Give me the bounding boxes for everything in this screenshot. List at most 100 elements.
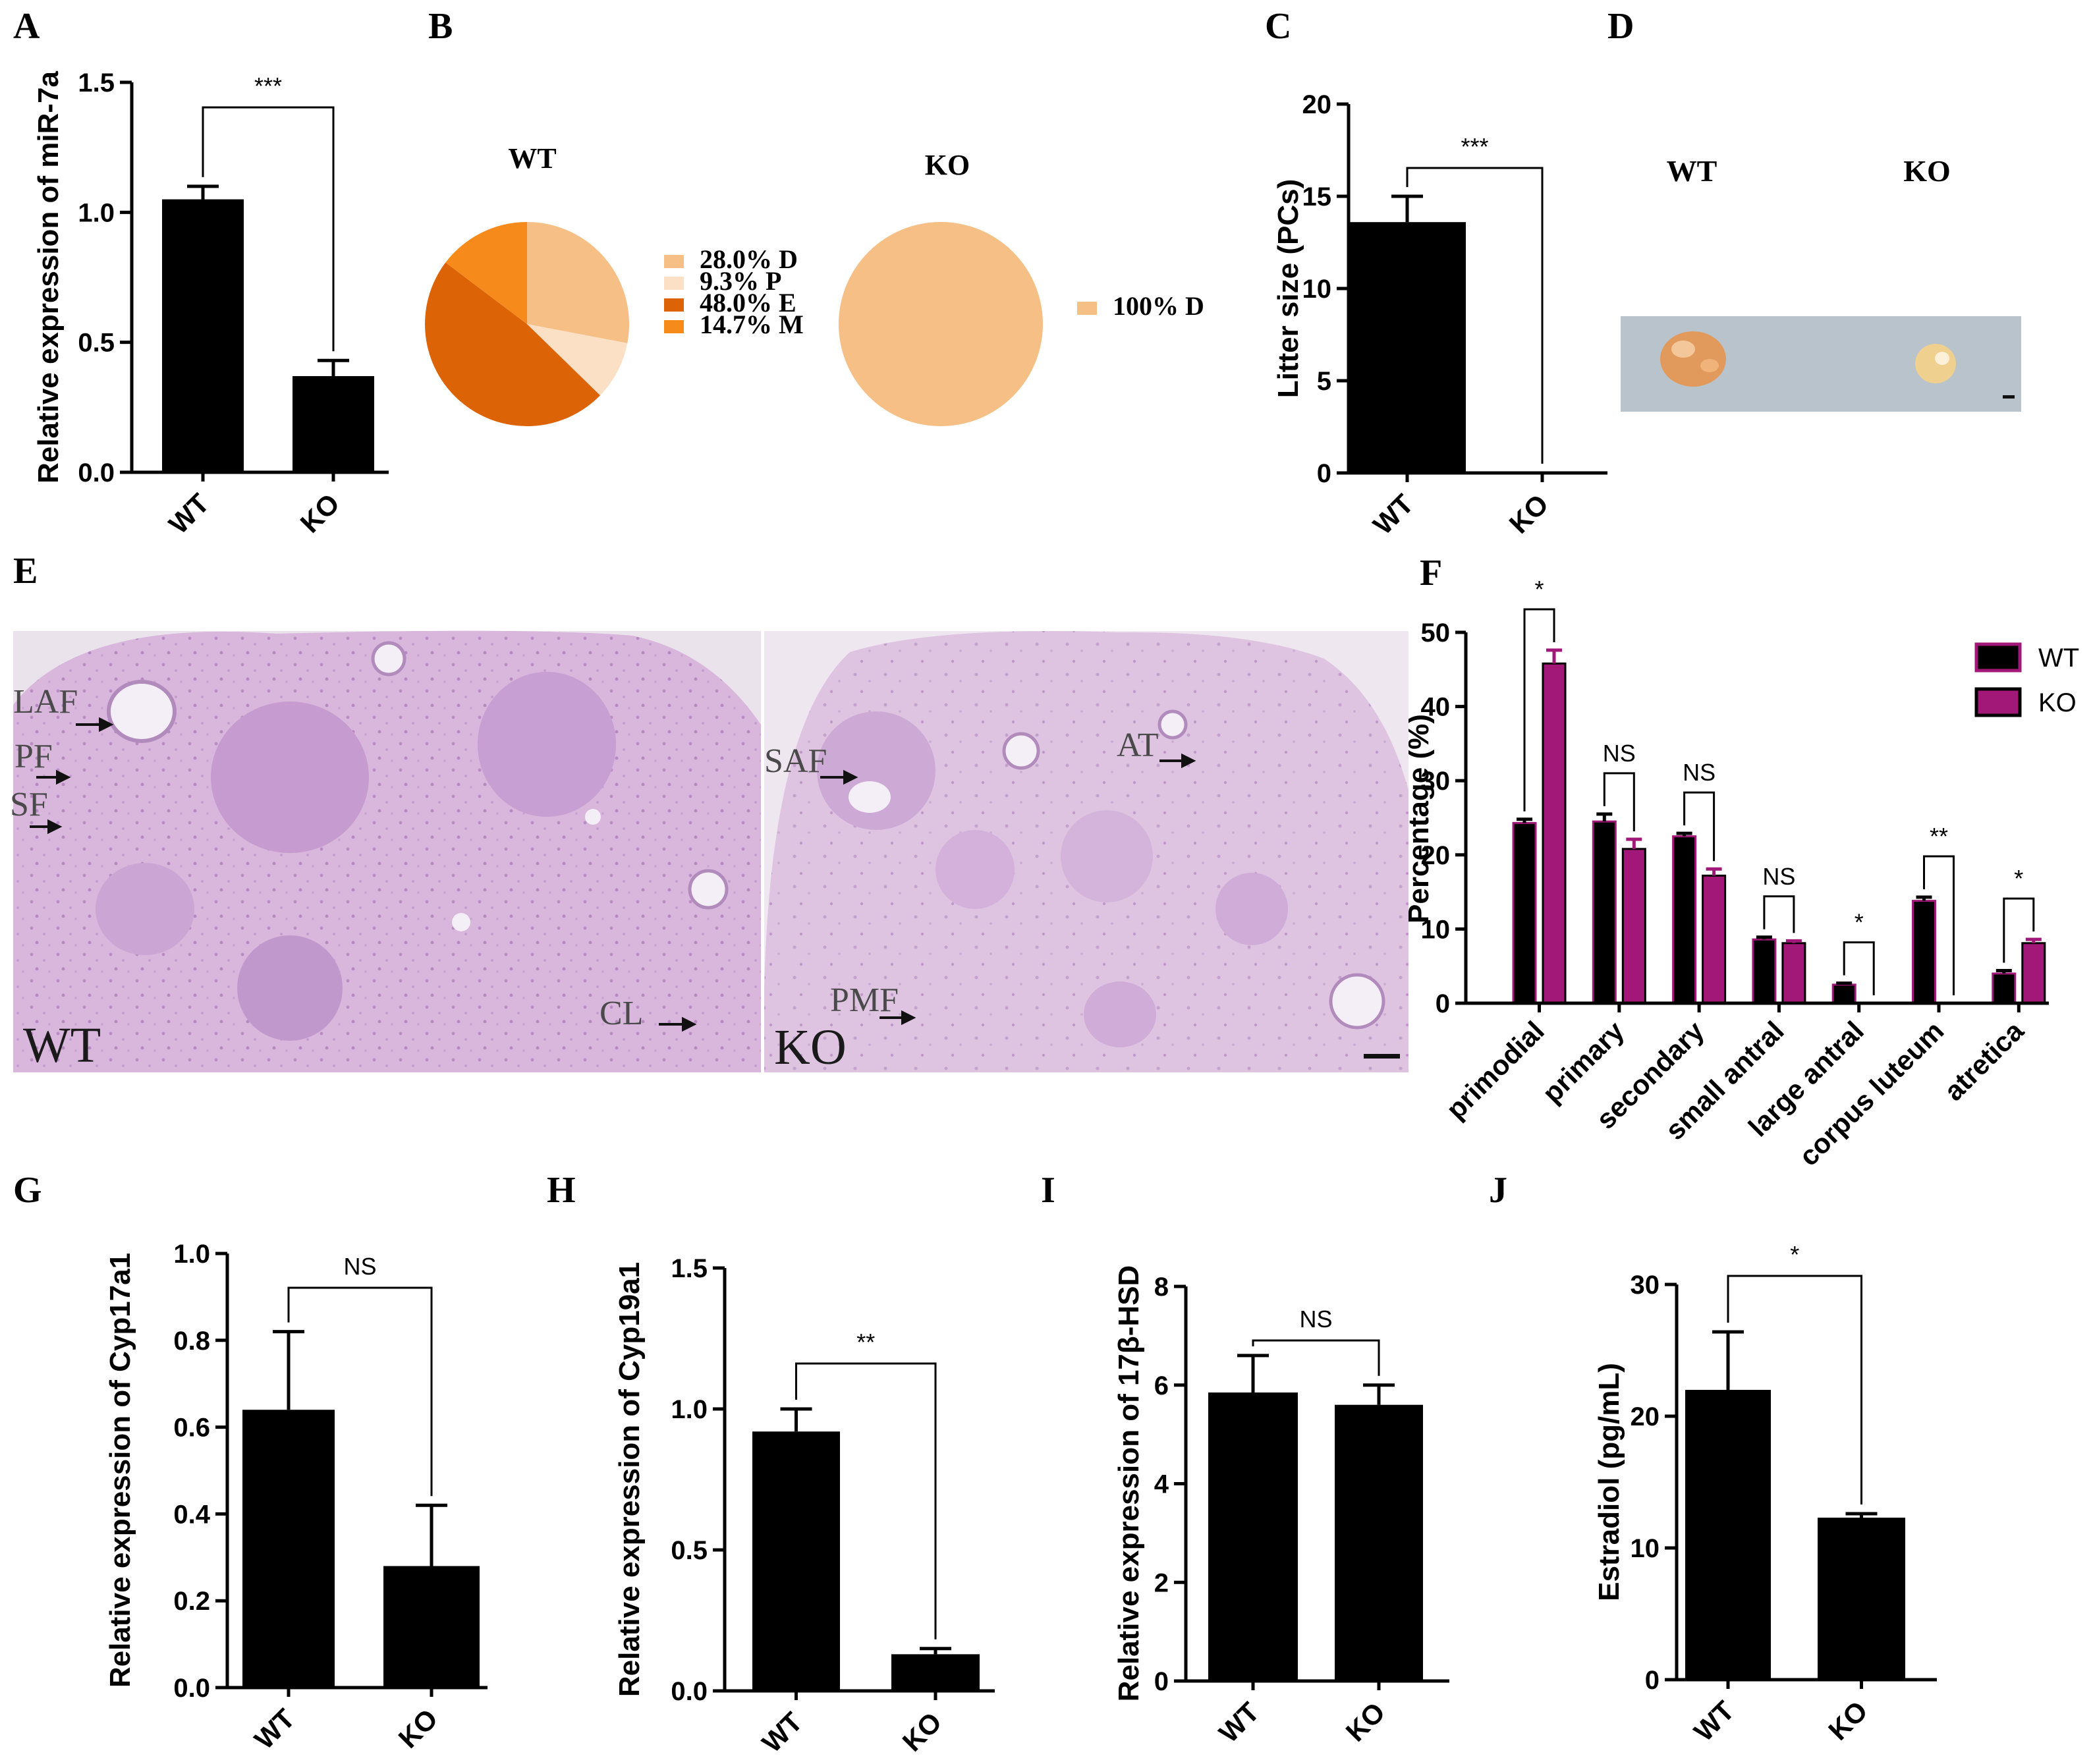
chart-h-y-tick-label: 0.0 [671,1677,708,1706]
chart-b-pie-wt-legend-label-e: 48.0% E [700,288,796,317]
wt-follicle-3 [688,869,729,910]
chart-a-x-tick-label: KO [294,487,346,539]
chart-c-significance-bracket [1406,167,1544,464]
chart-j-significance-label: * [1790,1241,1799,1268]
chart-j-y-tick-label: 20 [1631,1402,1660,1431]
chart-f-bracket-large-antral [1843,941,1875,995]
chart-i-y-tick-label: 2 [1154,1568,1169,1597]
chart-f-bracket-secondary [1683,791,1716,862]
photo-label-ko: KO [1903,154,1951,188]
ko-follicle-4 [1215,873,1288,945]
chart-a-y-tick-label: 1.5 [78,69,115,97]
chart-g-y-tick-label: 0.2 [173,1587,210,1616]
chart-f-bar-secondary-ko [1702,874,1727,1005]
chart-b-pie-ko-legend-swatch-d [1077,302,1097,315]
chart-a-x-tick-label: WT [163,487,215,540]
wt-corpus-luteum-2 [478,672,616,817]
chart-f-bracket-primary [1603,772,1635,832]
wt-annotation-laf: LAF [13,683,78,721]
ovary-wt-highlight [1671,341,1695,358]
chart-h-x-tick-label: KO [897,1706,948,1757]
chart-a-significance-bracket [202,106,335,352]
chart-f-y-tick-label: 30 [1421,767,1451,796]
wt-annotation-cl: CL [600,995,643,1032]
chart-a-significance-label: *** [254,72,282,99]
chart-a-bar-wt [162,199,244,472]
chart-j-x-tick-label: WT [1688,1695,1741,1748]
chart-g-cyp17a1: 0.0 0.2 0.4 0.6 0.8 1.0 WT KO NS Relative express… [104,1240,488,1755]
chart-c-y-axis-label: Litter size (PCs) [1272,179,1304,399]
chart-a-y-axis-label: Relative expression of miR-7a [32,70,65,483]
chart-j-y-axis-label: Estradiol (pg/mL) [1593,1363,1625,1601]
chart-b-pies: WT 28.0% D9.3% P48.0% E14.7% M KO 100% D [425,142,1204,426]
wt-follicle-2 [371,641,406,676]
chart-i-y-tick-label: 4 [1154,1470,1169,1499]
ko-annotation-saf: SAF [764,742,827,780]
ko-annotation-at: AT [1117,727,1159,764]
chart-f-significance-small-antral: NS [1762,863,1795,890]
chart-h-significance-label: ** [856,1329,875,1356]
chart-f-bar-atretica-ko [2021,942,2046,1005]
chart-f-bracket-atretica [2003,897,2035,963]
chart-h-bar-wt [752,1431,840,1691]
chart-f-bar-large-antral-wt [1831,983,1856,1005]
chart-h-cyp19a1: 0.0 0.5 1.0 1.5 WT KO ** Relative expression of… [613,1254,995,1759]
chart-j-bar-ko [1818,1518,1905,1680]
chart-i-y-tick-label: 6 [1154,1371,1169,1400]
chart-i-x-tick-label: KO [1340,1696,1391,1748]
chart-f-legend: WT KO [1974,642,2079,717]
ko-antrum [849,781,891,813]
chart-b-pie-wt-legend-swatch-p [664,277,684,290]
chart-b-pie-wt-legend-swatch-m [664,320,684,333]
chart-c-y-tick-label: 20 [1302,90,1332,119]
chart-b-pie-ko-slice-d [839,222,1043,426]
chart-f-bracket-small-antral [1763,895,1795,933]
wt-antral-follicle [107,680,177,743]
chart-i-17bhsd: 0 2 4 6 8 WT KO NS Relative expression of 17β-HS… [1113,1265,1449,1749]
chart-g-y-tick-label: 0.4 [173,1500,210,1529]
histology-ko-label: KO [774,1020,847,1075]
ko-follicle-1 [817,711,935,830]
ko-follicle-2 [935,830,1015,909]
chart-h-y-tick-label: 1.5 [671,1254,708,1283]
chart-h-x-tick-label: WT [756,1706,808,1759]
chart-c-x-tick-label: KO [1503,488,1555,539]
chart-h-y-tick-label: 1.0 [671,1395,708,1424]
chart-f-bar-atretica-wt [1992,972,2017,1005]
wt-vessel-1 [452,913,470,931]
chart-f-significance-large-antral: * [1855,909,1864,936]
chart-b-pie-wt-title: WT [508,142,556,175]
chart-f-significance-secondary: NS [1683,759,1716,786]
chart-f-bracket-primodial [1523,608,1555,812]
chart-a-y-tick-label: 0.5 [78,329,115,358]
chart-f-bar-small-antral-wt [1752,938,1777,1005]
panel-label-j: J [1489,1170,1507,1211]
chart-f-significance-primary: NS [1603,740,1636,767]
chart-f-significance-primodial: * [1534,576,1544,603]
chart-j-y-tick-label: 10 [1631,1534,1660,1563]
chart-f-x-tick-label-atretica: atretica [1938,1015,2030,1107]
chart-f-y-tick-label: 40 [1421,693,1451,722]
chart-f-bar-primodial-wt [1512,821,1537,1005]
chart-f-bar-primary-wt [1592,820,1617,1005]
ovary-ko-highlight [1935,352,1949,365]
wt-corpus-luteum-3 [237,935,343,1041]
chart-f-bar-secondary-wt [1672,835,1697,1005]
chart-b-pie-wt-legend-label-m: 14.7% M [700,310,804,339]
chart-b-pie-ko-title: KO [925,149,970,181]
chart-c-litter-size: 0 5 10 15 20 WT KO *** Litter size (PCs) [1272,90,1607,541]
chart-i-y-axis-label: Relative expression of 17β-HSD [1113,1265,1145,1702]
chart-a-y-tick-label: 1.0 [78,198,115,227]
panel-label-e: E [13,551,38,592]
panel-label-a: A [13,6,40,47]
wt-follicle-1 [96,863,194,955]
chart-f-bar-primodial-ko [1542,662,1567,1005]
ovary-wt [1660,331,1726,387]
panel-label-b: B [428,6,453,47]
chart-f-x-tick-label-corpus-luteum: corpus luteum [1793,1015,1950,1172]
legend-label-wt: WT [2038,644,2079,673]
chart-b-pie-wt-legend-label-d: 28.0% D [700,244,798,274]
chart-g-y-tick-label: 0.8 [173,1327,210,1356]
chart-b-pie-wt-legend-label-p: 9.3% P [700,266,781,296]
chart-g-y-tick-label: 1.0 [173,1240,210,1269]
